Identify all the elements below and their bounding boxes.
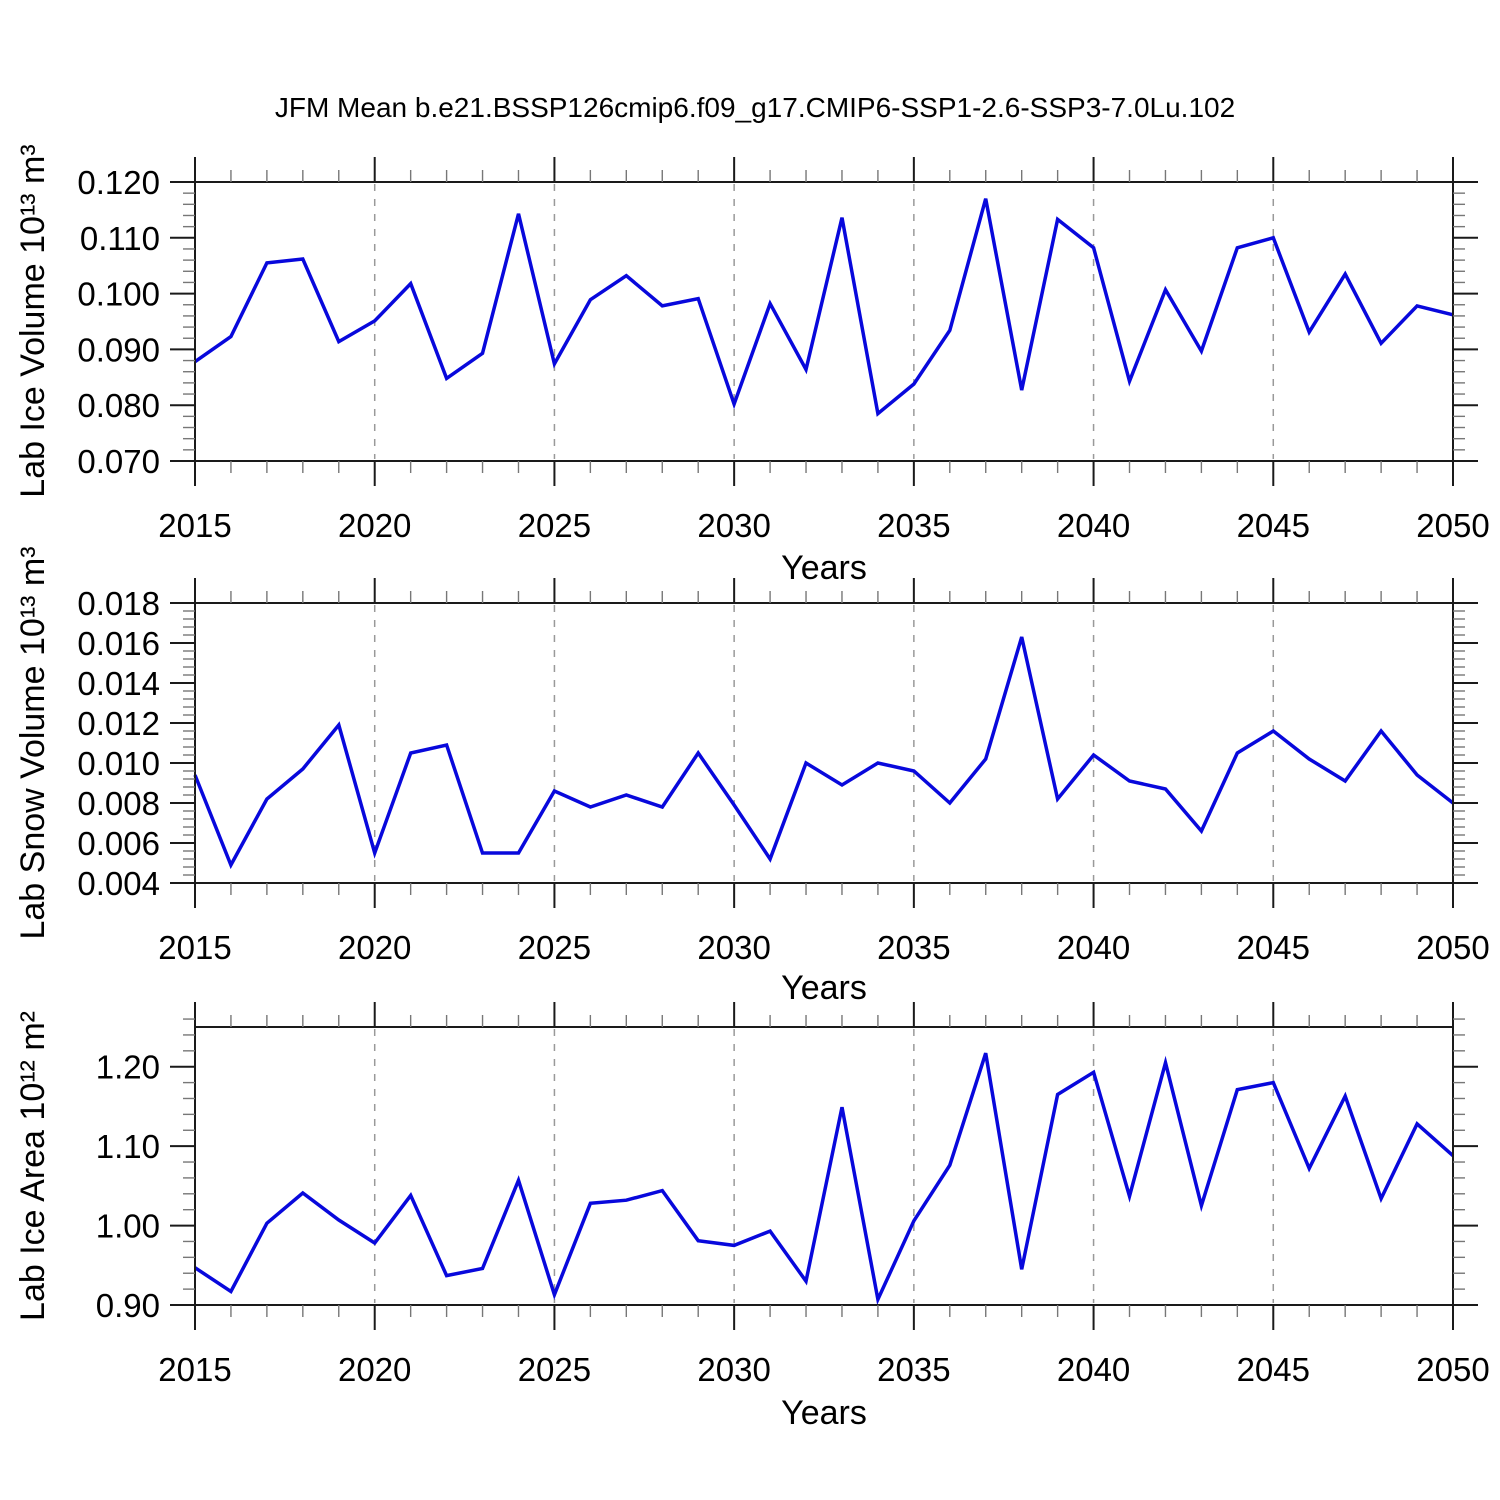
x-tick-label: 2030 xyxy=(697,507,770,544)
x-ticks xyxy=(194,578,1454,908)
plot-frame xyxy=(194,1026,1454,1306)
x-tick-label: 2045 xyxy=(1237,1351,1310,1388)
y-tick-label: 1.00 xyxy=(96,1208,160,1245)
y-tick-label: 0.120 xyxy=(77,164,160,201)
panel-1: 2015 2020 2025 2030 2035 2040 2045 2050 0.070 0.0… xyxy=(77,157,1490,544)
x-tick-label: 2015 xyxy=(158,507,231,544)
gridlines xyxy=(373,605,1275,881)
x-tick-label: 2030 xyxy=(697,929,770,966)
series-line-panel-3 xyxy=(194,1052,1455,1306)
y-tick-label: 0.016 xyxy=(77,625,160,662)
y-tick-label: 0.90 xyxy=(96,1287,160,1324)
x-tick-label: 2015 xyxy=(158,1351,231,1388)
y-tick-label: 0.004 xyxy=(77,865,160,902)
x-tick-label: 2025 xyxy=(518,1351,591,1388)
x-tick-label: 2040 xyxy=(1057,1351,1130,1388)
x-tick-label: 2035 xyxy=(877,1351,950,1388)
x-tick-label: 2040 xyxy=(1057,507,1130,544)
gridlines xyxy=(373,184,1275,459)
y-tick-label: 0.006 xyxy=(77,825,160,862)
x-tick-label: 2050 xyxy=(1416,507,1489,544)
x-tick-label: 2020 xyxy=(338,507,411,544)
y-tick-label: 0.010 xyxy=(77,745,160,782)
y-tick-label: 0.070 xyxy=(77,443,160,480)
x-tick-label: 2050 xyxy=(1416,1351,1489,1388)
y-tick-label: 0.110 xyxy=(80,220,160,257)
x-tick-label: 2020 xyxy=(338,1351,411,1388)
panel2-y-axis-title: Lab Snow Volume 10¹³ m³ xyxy=(14,546,52,939)
panel3-y-axis-title: Lab Ice Area 10¹² m² xyxy=(14,1011,52,1321)
plot-frame xyxy=(194,602,1454,884)
y-tick-label: 1.20 xyxy=(96,1049,160,1086)
y-ticks xyxy=(170,602,1478,884)
x-tick-label: 2035 xyxy=(877,507,950,544)
y-tick-label: 0.012 xyxy=(77,705,160,742)
x-tick-label: 2050 xyxy=(1416,929,1489,966)
panel2-x-axis-title: Years xyxy=(781,969,867,1007)
y-tick-label: 0.018 xyxy=(77,585,160,622)
x-ticks xyxy=(194,1002,1454,1330)
plot-frame xyxy=(194,181,1454,462)
panel1-y-axis-title: Lab Ice Volume 10¹³ m³ xyxy=(14,144,52,497)
panel1-x-axis-title: Years xyxy=(781,549,867,587)
x-tick-label: 2030 xyxy=(697,1351,770,1388)
x-tick-label: 2040 xyxy=(1057,929,1130,966)
x-tick-label: 2025 xyxy=(518,507,591,544)
x-tick-label: 2020 xyxy=(338,929,411,966)
x-tick-label: 2045 xyxy=(1237,929,1310,966)
y-tick-label: 0.100 xyxy=(77,276,160,313)
panel3-x-axis-title: Years xyxy=(781,1394,867,1432)
figure-title: JFM Mean b.e21.BSSP126cmip6.f09_g17.CMIP… xyxy=(275,92,1235,123)
x-tick-label: 2015 xyxy=(158,929,231,966)
series-line-panel-1 xyxy=(193,198,1454,417)
x-tick-label: 2035 xyxy=(877,929,950,966)
y-tick-label: 1.10 xyxy=(96,1128,160,1165)
series-line-panel-2 xyxy=(193,636,1455,870)
y-tick-label: 0.080 xyxy=(77,387,160,424)
y-tick-label: 0.008 xyxy=(77,785,160,822)
panel-3: 2015 2020 2025 2030 2035 2040 2045 2050 0.90 1.00… xyxy=(96,1002,1490,1388)
y-ticks xyxy=(170,181,1478,462)
x-tick-label: 2025 xyxy=(518,929,591,966)
y-tick-label: 0.014 xyxy=(77,665,160,702)
panel-2: 2015 2020 2025 2030 2035 2040 2045 20500.0040.0… xyxy=(77,578,1490,966)
x-ticks xyxy=(194,157,1454,486)
y-ticks xyxy=(170,1018,1478,1306)
x-tick-label: 2045 xyxy=(1237,507,1310,544)
panels-container: 2015 2020 2025 2030 2035 2040 2045 2050 0.070 0.0… xyxy=(77,157,1490,1388)
y-tick-label: 0.090 xyxy=(77,331,160,368)
